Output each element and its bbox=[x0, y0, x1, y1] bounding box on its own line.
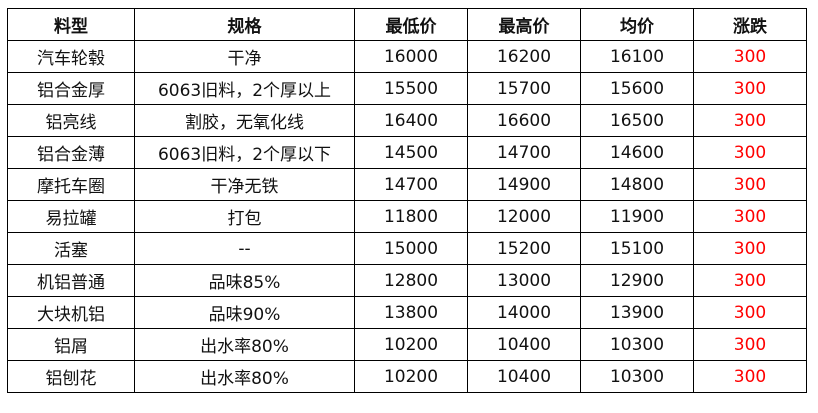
cell-min-price: 14500 bbox=[354, 136, 468, 169]
cell-avg-price: 16100 bbox=[580, 40, 694, 73]
cell-min-price: 10200 bbox=[354, 328, 468, 361]
cell-material-type: 铝合金厚 bbox=[7, 72, 135, 105]
cell-avg-price: 10300 bbox=[580, 360, 694, 393]
cell-change: 300 bbox=[693, 264, 807, 297]
cell-material-type: 汽车轮毂 bbox=[7, 40, 135, 73]
header-row: 料型 规格 最低价 最高价 均价 涨跌 bbox=[7, 8, 807, 41]
cell-min-price: 15000 bbox=[354, 232, 468, 265]
cell-max-price: 10400 bbox=[467, 328, 581, 361]
table-row: 机铝普通 品味85% 12800 13000 12900 300 bbox=[7, 264, 807, 297]
table-row: 铝屑 出水率80% 10200 10400 10300 300 bbox=[7, 328, 807, 361]
cell-avg-price: 13900 bbox=[580, 296, 694, 329]
cell-spec: 品味90% bbox=[134, 296, 355, 329]
cell-change: 300 bbox=[693, 328, 807, 361]
cell-min-price: 12800 bbox=[354, 264, 468, 297]
header-change: 涨跌 bbox=[693, 8, 807, 41]
cell-max-price: 14900 bbox=[467, 168, 581, 201]
cell-max-price: 14000 bbox=[467, 296, 581, 329]
cell-min-price: 16000 bbox=[354, 40, 468, 73]
cell-max-price: 12000 bbox=[467, 200, 581, 233]
cell-min-price: 14700 bbox=[354, 168, 468, 201]
cell-change: 300 bbox=[693, 232, 807, 265]
cell-material-type: 易拉罐 bbox=[7, 200, 135, 233]
cell-material-type: 铝亮线 bbox=[7, 104, 135, 137]
cell-max-price: 10400 bbox=[467, 360, 581, 393]
table-row: 大块机铝 品味90% 13800 14000 13900 300 bbox=[7, 296, 807, 329]
cell-max-price: 14700 bbox=[467, 136, 581, 169]
cell-avg-price: 14800 bbox=[580, 168, 694, 201]
cell-spec: 打包 bbox=[134, 200, 355, 233]
cell-change: 300 bbox=[693, 136, 807, 169]
table-row: 活塞 -- 15000 15200 15100 300 bbox=[7, 232, 807, 265]
cell-spec: 割胶，无氧化线 bbox=[134, 104, 355, 137]
cell-avg-price: 10300 bbox=[580, 328, 694, 361]
cell-max-price: 15700 bbox=[467, 72, 581, 105]
cell-max-price: 16200 bbox=[467, 40, 581, 73]
cell-material-type: 铝屑 bbox=[7, 328, 135, 361]
cell-max-price: 13000 bbox=[467, 264, 581, 297]
cell-avg-price: 15100 bbox=[580, 232, 694, 265]
cell-change: 300 bbox=[693, 104, 807, 137]
header-avg-price: 均价 bbox=[580, 8, 694, 41]
cell-material-type: 大块机铝 bbox=[7, 296, 135, 329]
cell-min-price: 16400 bbox=[354, 104, 468, 137]
cell-change: 300 bbox=[693, 200, 807, 233]
header-spec: 规格 bbox=[134, 8, 355, 41]
cell-spec: 6063旧料，2个厚以上 bbox=[134, 72, 355, 105]
cell-min-price: 15500 bbox=[354, 72, 468, 105]
cell-material-type: 摩托车圈 bbox=[7, 168, 135, 201]
table-row: 铝合金厚 6063旧料，2个厚以上 15500 15700 15600 300 bbox=[7, 72, 807, 105]
table-row: 铝亮线 割胶，无氧化线 16400 16600 16500 300 bbox=[7, 104, 807, 137]
cell-min-price: 11800 bbox=[354, 200, 468, 233]
cell-avg-price: 15600 bbox=[580, 72, 694, 105]
header-material-type: 料型 bbox=[7, 8, 135, 41]
table-row: 铝合金薄 6063旧料，2个厚以下 14500 14700 14600 300 bbox=[7, 136, 807, 169]
header-min-price: 最低价 bbox=[354, 8, 468, 41]
table-row: 汽车轮毂 干净 16000 16200 16100 300 bbox=[7, 40, 807, 73]
cell-spec: 出水率80% bbox=[134, 328, 355, 361]
price-table: 料型 规格 最低价 最高价 均价 涨跌 汽车轮毂 干净 16000 16200 1610… bbox=[7, 8, 807, 393]
cell-change: 300 bbox=[693, 72, 807, 105]
cell-avg-price: 11900 bbox=[580, 200, 694, 233]
cell-min-price: 13800 bbox=[354, 296, 468, 329]
cell-spec: 6063旧料，2个厚以下 bbox=[134, 136, 355, 169]
table-row: 摩托车圈 干净无铁 14700 14900 14800 300 bbox=[7, 168, 807, 201]
cell-material-type: 活塞 bbox=[7, 232, 135, 265]
cell-spec: 干净 bbox=[134, 40, 355, 73]
cell-avg-price: 12900 bbox=[580, 264, 694, 297]
cell-spec: 出水率80% bbox=[134, 360, 355, 393]
header-max-price: 最高价 bbox=[467, 8, 581, 41]
cell-avg-price: 14600 bbox=[580, 136, 694, 169]
cell-material-type: 机铝普通 bbox=[7, 264, 135, 297]
cell-min-price: 10200 bbox=[354, 360, 468, 393]
cell-change: 300 bbox=[693, 168, 807, 201]
cell-avg-price: 16500 bbox=[580, 104, 694, 137]
cell-spec: 干净无铁 bbox=[134, 168, 355, 201]
cell-change: 300 bbox=[693, 40, 807, 73]
cell-change: 300 bbox=[693, 296, 807, 329]
table-row: 铝刨花 出水率80% 10200 10400 10300 300 bbox=[7, 360, 807, 393]
cell-change: 300 bbox=[693, 360, 807, 393]
cell-material-type: 铝合金薄 bbox=[7, 136, 135, 169]
cell-material-type: 铝刨花 bbox=[7, 360, 135, 393]
table-row: 易拉罐 打包 11800 12000 11900 300 bbox=[7, 200, 807, 233]
cell-max-price: 16600 bbox=[467, 104, 581, 137]
cell-spec: 品味85% bbox=[134, 264, 355, 297]
cell-max-price: 15200 bbox=[467, 232, 581, 265]
cell-spec: -- bbox=[134, 232, 355, 265]
